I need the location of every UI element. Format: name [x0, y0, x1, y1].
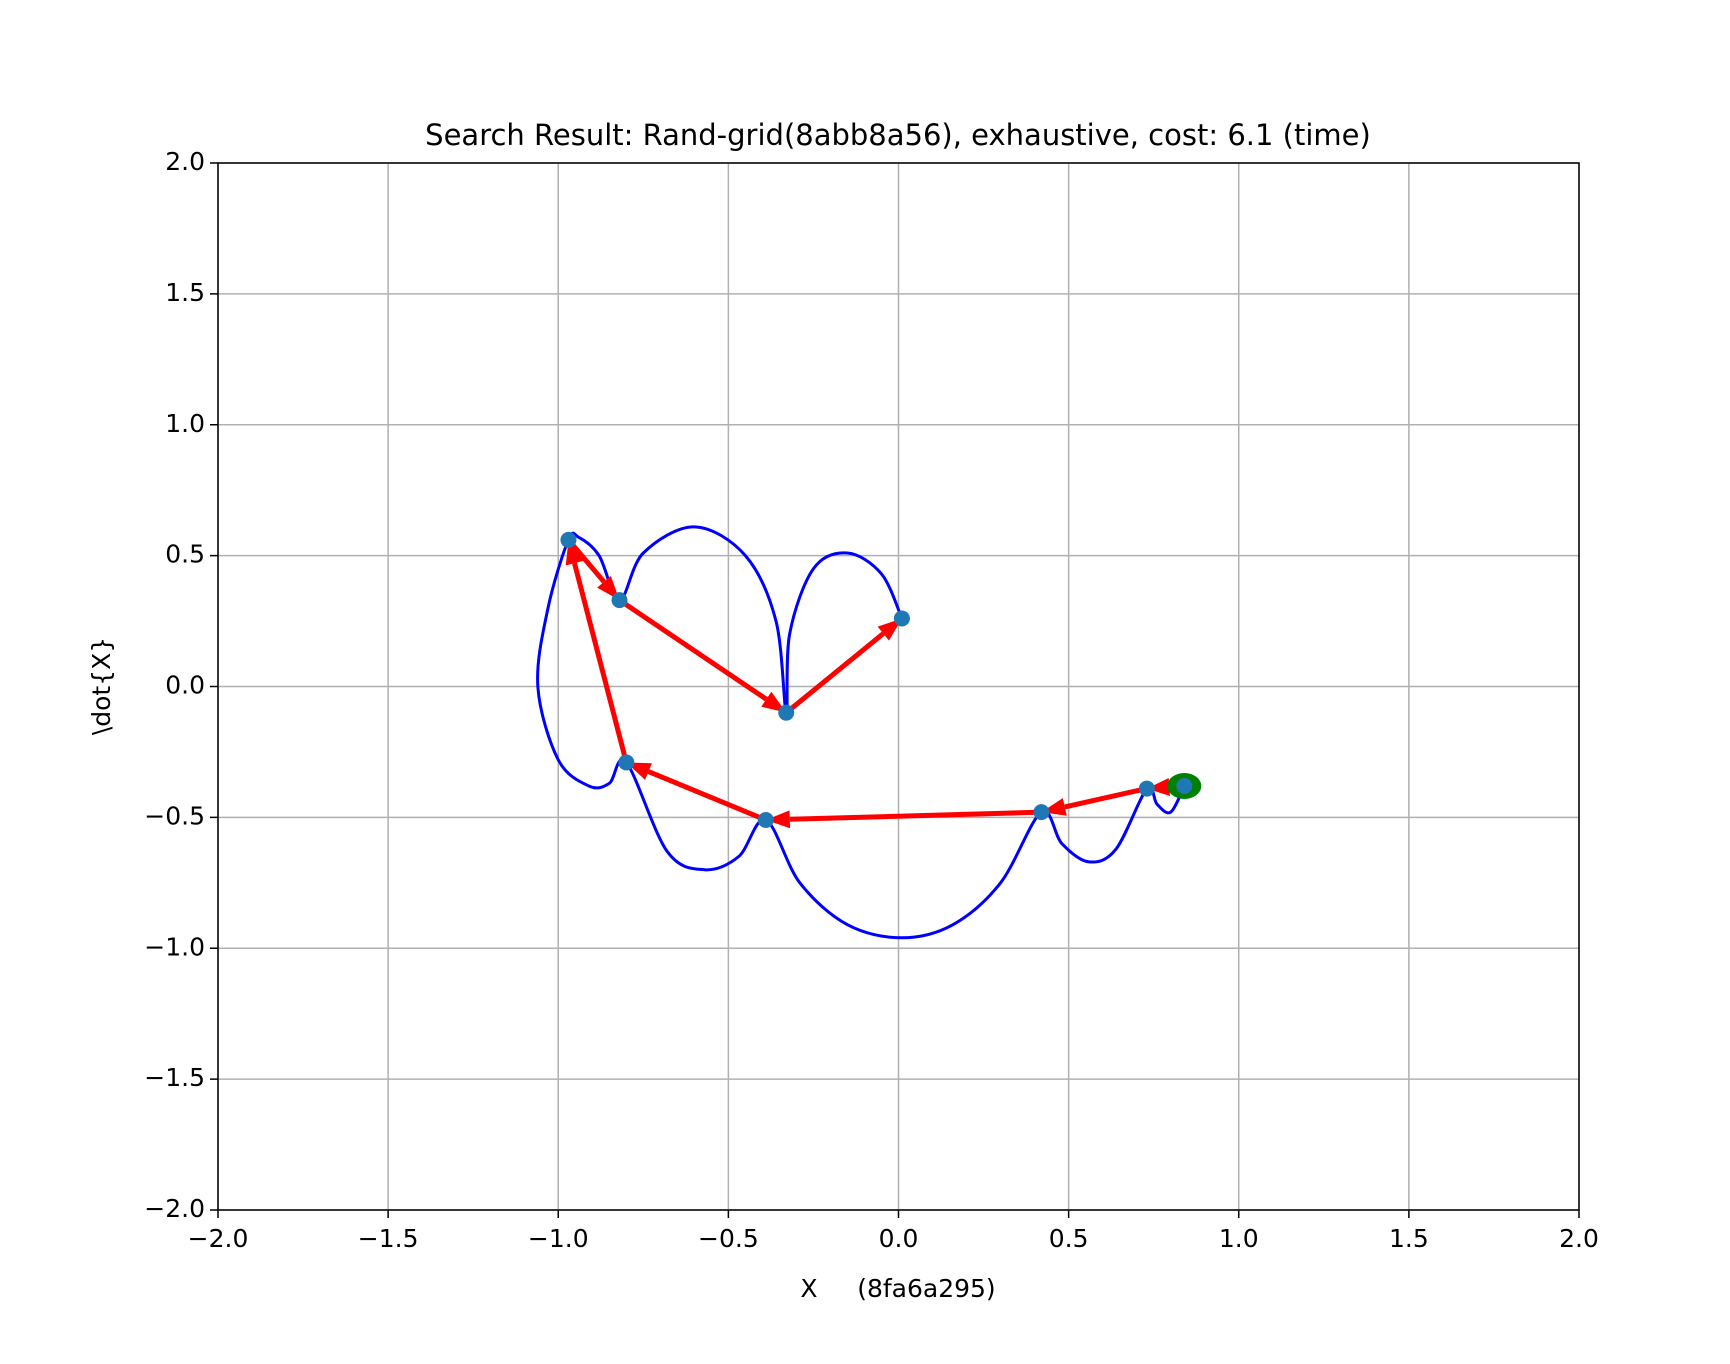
trajectory-line: [536, 525, 1186, 940]
node-point: [560, 531, 577, 548]
arrow-shaft: [566, 538, 606, 584]
x-tick-label: 1.5: [1389, 1224, 1429, 1253]
y-tick-label: −2.0: [144, 1194, 205, 1223]
x-tick-label: −0.5: [698, 1224, 759, 1253]
arrow-shaft: [572, 562, 629, 764]
node-point: [611, 592, 628, 609]
arrow-shaft: [784, 631, 885, 715]
arrow-shaft: [789, 809, 1042, 822]
arrow-head: [1146, 778, 1170, 796]
x-tick-label: 0.0: [879, 1224, 919, 1253]
x-tick-label: 2.0: [1559, 1224, 1599, 1253]
node-point: [893, 610, 910, 627]
x-tick-label: −1.5: [358, 1224, 419, 1253]
arrow-shaft: [618, 598, 768, 702]
node-point: [1033, 804, 1050, 821]
y-tick-label: −1.0: [144, 932, 205, 961]
arrow-head: [597, 575, 620, 601]
x-axis-label: X (8fa6a295): [800, 1274, 995, 1303]
x-tick-label: 1.0: [1219, 1224, 1259, 1253]
arrow-head: [765, 810, 791, 829]
y-tick-label: 0.5: [165, 540, 205, 569]
axes-frame: [217, 162, 1580, 1211]
arrow-head: [877, 618, 902, 641]
node-point: [618, 754, 635, 771]
node-point: [757, 811, 774, 828]
x-tick-label: −1.0: [528, 1224, 589, 1253]
arrow-shaft: [1064, 786, 1148, 810]
y-tick-label: −0.5: [144, 801, 205, 830]
x-tick-label: 0.5: [1049, 1224, 1089, 1253]
chart-title: Search Result: Rand-grid(8abb8a56), exha…: [425, 118, 1371, 152]
node-point: [1138, 780, 1155, 797]
node-point: [1176, 777, 1193, 794]
y-tick-label: 2.0: [165, 147, 205, 176]
node-point: [778, 704, 795, 721]
x-tick-label: −2.0: [188, 1224, 249, 1253]
arrow-head: [761, 691, 787, 713]
y-tick-label: −1.5: [144, 1063, 205, 1092]
y-tick-label: 1.5: [165, 278, 205, 307]
y-tick-label: 0.0: [165, 671, 205, 700]
arrow-shaft: [647, 769, 767, 823]
y-axis-label: \dot{X}: [87, 637, 116, 735]
y-tick-label: 1.0: [165, 409, 205, 438]
